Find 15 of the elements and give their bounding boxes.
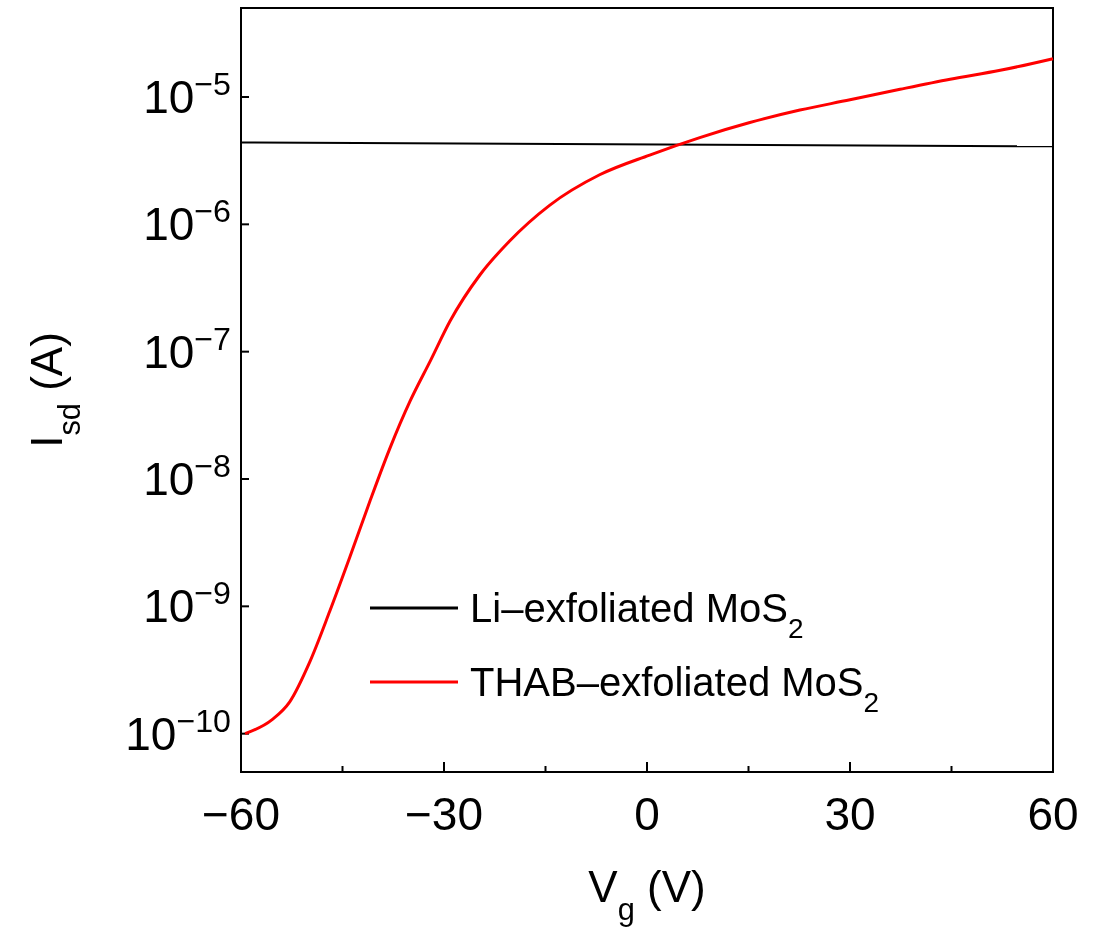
y-tick-label: 10$^{−10}$ <box>125 702 231 760</box>
y-tick-label: 10$^{−6}$ <box>143 193 231 251</box>
x-tick-label: −60 <box>201 788 281 840</box>
x-tick-label: −30 <box>404 788 484 840</box>
x-tick-label: 0 <box>634 788 660 840</box>
legend-label: Li–exfoliated MoS$_{2}$ <box>470 586 804 644</box>
x-axis-title: V$_{g}$ (V) <box>588 862 706 927</box>
line-series <box>243 57 1055 736</box>
x-tick-label: 30 <box>824 788 876 840</box>
y-tick-label: 10$^{−5}$ <box>143 66 231 123</box>
y-tick-label: 10$^{−7}$ <box>143 320 231 378</box>
x-tick-label: 60 <box>1027 788 1079 840</box>
y-tick-label: 10$^{−8}$ <box>143 448 231 505</box>
y-tick-label: 10$^{−9}$ <box>143 575 231 633</box>
legend-label: THAB–exfoliated MoS$_{2}$ <box>470 660 880 718</box>
